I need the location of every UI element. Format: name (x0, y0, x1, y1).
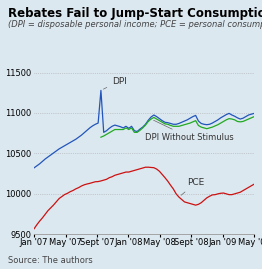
Text: DPI: DPI (103, 77, 127, 89)
Text: (DPI = disposable personal income; PCE = personal consumption expenditures): (DPI = disposable personal income; PCE =… (8, 20, 262, 29)
Text: Rebates Fail to Jump-Start Consumption: Rebates Fail to Jump-Start Consumption (8, 7, 262, 20)
Text: DPI Without Stimulus: DPI Without Stimulus (145, 120, 234, 142)
Text: PCE: PCE (181, 178, 205, 195)
Text: Source: The authors: Source: The authors (8, 256, 92, 265)
